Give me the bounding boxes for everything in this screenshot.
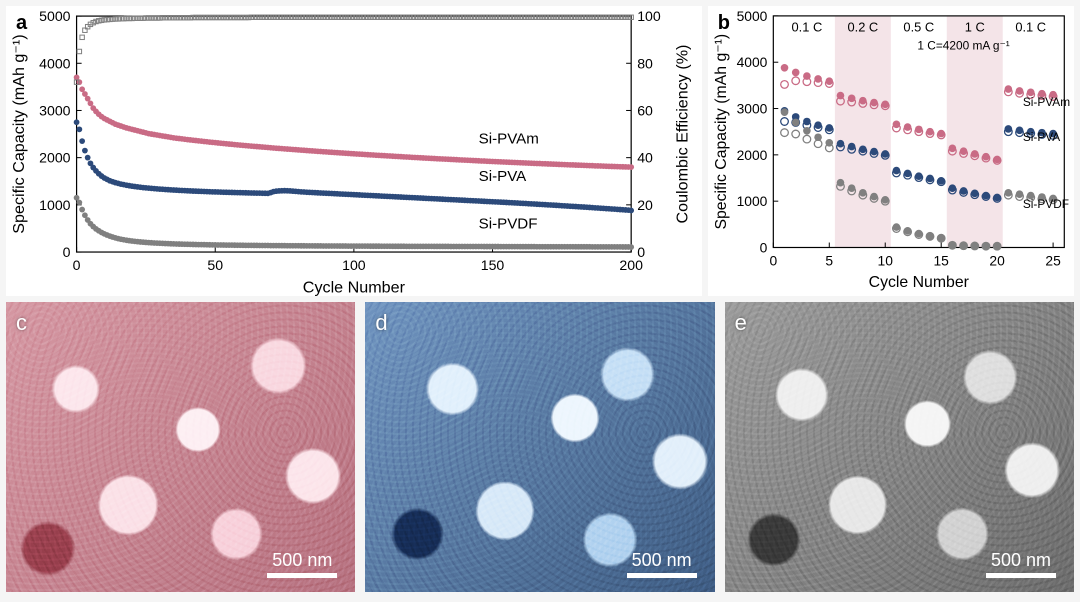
svg-text:5000: 5000 [736,8,767,24]
panel-label-b: b [718,12,730,35]
svg-text:Si-PVAm: Si-PVAm [479,130,539,147]
panel-label-e: e [735,310,747,336]
svg-text:200: 200 [619,257,643,273]
chart-a: 0100020003000400050000204060801000501001… [6,6,702,298]
svg-text:20: 20 [637,197,653,213]
svg-text:Coulombic Efficiency (%): Coulombic Efficiency (%) [674,45,692,224]
svg-text:0: 0 [63,244,71,260]
svg-text:5: 5 [825,252,833,268]
svg-text:3000: 3000 [39,103,71,119]
svg-text:Si-PVDF: Si-PVDF [479,215,538,232]
svg-text:0: 0 [769,252,777,268]
svg-text:5000: 5000 [39,8,71,24]
svg-text:0: 0 [73,257,81,273]
panel-d-sem: d 500 nm [365,302,714,592]
svg-text:2000: 2000 [736,147,767,163]
svg-text:Si-PVA: Si-PVA [479,168,527,185]
svg-text:40: 40 [637,150,653,166]
svg-text:4000: 4000 [39,55,71,71]
scale-bar-e: 500 nm [986,550,1056,578]
svg-text:Si-PVA: Si-PVA [1023,130,1060,144]
panel-label-d: d [375,310,387,336]
svg-text:1 C=4200 mA g⁻¹: 1 C=4200 mA g⁻¹ [917,39,1009,53]
svg-text:Cycle Number: Cycle Number [868,274,969,291]
svg-text:Specific Capacity (mAh g⁻¹): Specific Capacity (mAh g⁻¹) [10,34,28,233]
panel-c-sem: c 500 nm [6,302,355,592]
top-row: a 01000200030004000500002040608010005010… [6,6,1074,296]
figure-root: a 01000200030004000500002040608010005010… [0,0,1080,602]
scale-bar-c: 500 nm [267,550,337,578]
svg-text:0.5 C: 0.5 C [903,20,934,35]
panel-a: a 01000200030004000500002040608010005010… [6,6,702,296]
svg-text:3000: 3000 [736,100,767,116]
scale-text-d: 500 nm [632,550,692,570]
scale-bar-line-d [627,573,697,578]
svg-text:Cycle Number: Cycle Number [303,278,406,296]
svg-text:0.2 C: 0.2 C [847,20,878,35]
svg-text:1000: 1000 [736,193,767,209]
scale-bar-line-c [267,573,337,578]
svg-text:100: 100 [637,8,661,24]
svg-text:1000: 1000 [39,197,71,213]
svg-text:50: 50 [207,257,223,273]
panel-label-c: c [16,310,27,336]
panel-b: b 0.1 C 0.2 C 0.5 C 1 C 0.1 C 1 C=4200 mA g⁻¹… [708,6,1074,296]
scale-bar-d: 500 nm [627,550,697,578]
svg-text:1 C: 1 C [965,20,985,35]
svg-text:80: 80 [637,55,653,71]
svg-text:0: 0 [759,239,767,255]
svg-text:0.1 C: 0.1 C [1015,20,1046,35]
svg-text:100: 100 [342,257,366,273]
svg-text:25: 25 [1045,252,1061,268]
svg-text:Si-PVDF: Si-PVDF [1023,197,1069,211]
svg-text:2000: 2000 [39,150,71,166]
svg-text:Si-PVAm: Si-PVAm [1023,95,1070,109]
scale-text-e: 500 nm [991,550,1051,570]
svg-text:150: 150 [481,257,505,273]
scale-bar-line-e [986,573,1056,578]
scale-text-c: 500 nm [272,550,332,570]
svg-text:60: 60 [637,103,653,119]
svg-text:0.1 C: 0.1 C [791,20,822,35]
svg-text:15: 15 [933,252,949,268]
svg-text:10: 10 [877,252,893,268]
svg-text:Specific Capacity (mAh g⁻¹): Specific Capacity (mAh g⁻¹) [713,34,730,230]
svg-text:4000: 4000 [736,54,767,70]
panel-label-a: a [16,12,27,35]
chart-b: 0.1 C 0.2 C 0.5 C 1 C 0.1 C 1 C=4200 mA g⁻¹ 0 1… [708,6,1074,293]
svg-text:20: 20 [989,252,1005,268]
panel-e-sem: e 500 nm [725,302,1074,592]
bottom-row: c 500 nm d 500 nm e 500 nm [6,302,1074,592]
